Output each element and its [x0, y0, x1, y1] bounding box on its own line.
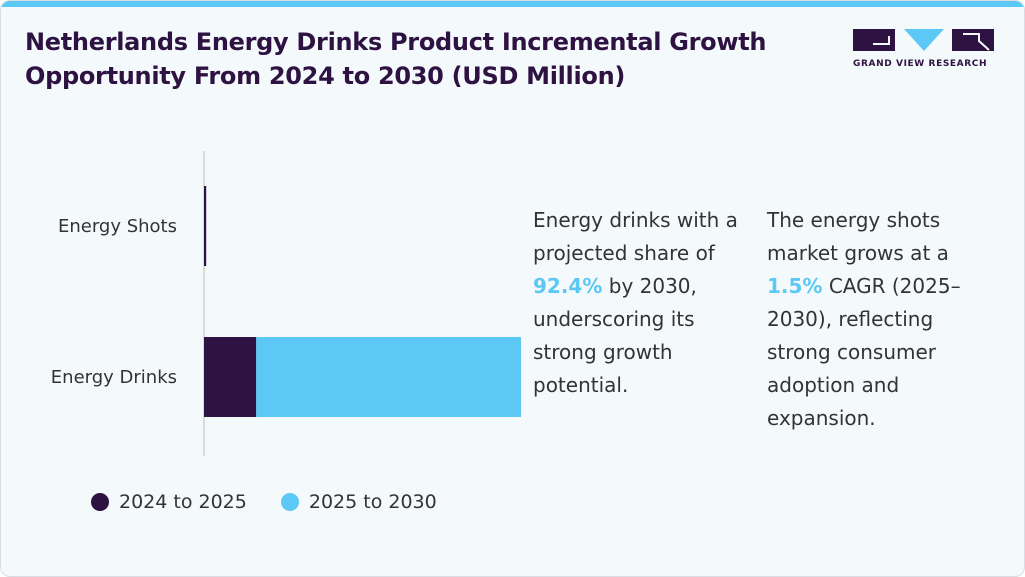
insight-share-text: Energy drinks with a projected share of — [533, 208, 738, 265]
legend-swatch — [280, 493, 299, 511]
legend-item-series-2: 2025 to 2030 — [280, 491, 437, 513]
legend-swatch — [91, 493, 109, 511]
bar-energy-drinks-series-1 — [204, 337, 257, 417]
insight-cagr-text-end: CAGR (2025–2030), reflecting strong cons… — [767, 274, 961, 430]
insight-share-highlight: 92.4% — [533, 274, 603, 298]
page-title: Netherlands Energy Drinks Product Increm… — [25, 28, 767, 90]
insight-cagr-highlight: 1.5% — [767, 274, 823, 298]
legend-item-series-1: 2024 to 2025 — [91, 491, 247, 513]
legend-label: 2025 to 2030 — [308, 491, 437, 513]
bar-chart: Energy Shots Energy Drinks — [51, 151, 521, 456]
category-label-energy-drinks: Energy Drinks — [51, 367, 177, 388]
bar-energy-shots-series-1 — [204, 186, 207, 266]
insight-share-text-end: by 2030, underscoring its strong growth … — [533, 274, 697, 397]
insight-share: Energy drinks with a projected share of … — [533, 204, 743, 402]
legend-label: 2024 to 2025 — [119, 491, 247, 513]
gvr-logo-icon — [853, 29, 994, 51]
accent-top-bar — [1, 1, 1024, 7]
category-label-energy-shots: Energy Shots — [58, 216, 177, 237]
chart-legend: 2024 to 2025 2025 to 2030 — [91, 491, 471, 513]
brand-name: GRAND VIEW RESEARCH — [853, 59, 988, 69]
bar-energy-drinks-series-2 — [256, 337, 521, 417]
insight-cagr: The energy shots market grows at a 1.5% … — [767, 204, 977, 435]
insight-cagr-text: The energy shots market grows at a — [767, 208, 949, 265]
